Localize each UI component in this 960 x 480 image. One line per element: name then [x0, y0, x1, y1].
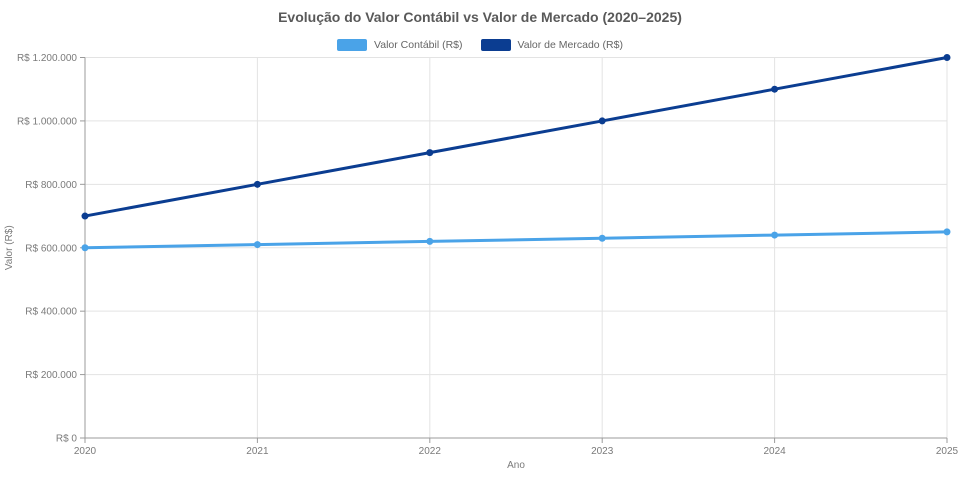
data-point-marker [771, 85, 779, 93]
x-tick-label: 2023 [591, 446, 614, 457]
y-tick-label: R$ 800.000 [25, 180, 77, 191]
series-line [83, 56, 949, 218]
legend-label: Valor de Mercado (R$) [517, 39, 623, 51]
data-point-marker [943, 54, 951, 61]
chart-title: Evolução do Valor Contábil vs Valor de M… [278, 9, 682, 25]
data-point-marker [81, 212, 89, 220]
data-point-marker [598, 117, 606, 125]
x-tick-label: 2021 [246, 446, 269, 457]
legend-swatch [480, 39, 511, 51]
data-point-marker [426, 149, 434, 157]
y-tick-label: R$ 0 [56, 434, 78, 445]
x-tick-label: 2024 [763, 446, 786, 457]
data-point-marker [426, 237, 434, 245]
data-point-marker [943, 228, 951, 236]
legend-item[interactable]: Valor de Mercado (R$) [480, 39, 623, 51]
data-point-marker [771, 231, 779, 239]
data-point-marker [81, 244, 89, 252]
legend-swatch [337, 39, 368, 51]
y-axis-title: Valor (R$) [4, 225, 15, 270]
y-tick-label: R$ 1.000.000 [17, 116, 77, 127]
y-tick-label: R$ 400.000 [25, 307, 77, 318]
x-tick-label: 2020 [74, 446, 97, 457]
y-tick-label: R$ 1.200.000 [17, 53, 77, 64]
x-axis-title: Ano [507, 460, 525, 471]
legend-label: Valor Contábil (R$) [374, 39, 463, 51]
legend-item[interactable]: Valor Contábil (R$) [337, 39, 463, 51]
data-point-marker [253, 180, 261, 188]
data-point-marker [253, 241, 261, 249]
series-line [83, 230, 949, 250]
chart-legend: Valor Contábil (R$) Valor de Mercado (R$) [0, 39, 960, 51]
data-point-marker [598, 234, 606, 242]
x-tick-label: 2025 [936, 446, 959, 457]
y-tick-label: R$ 600.000 [25, 243, 77, 254]
x-tick-label: 2022 [419, 446, 442, 457]
y-tick-label: R$ 200.000 [25, 370, 77, 381]
